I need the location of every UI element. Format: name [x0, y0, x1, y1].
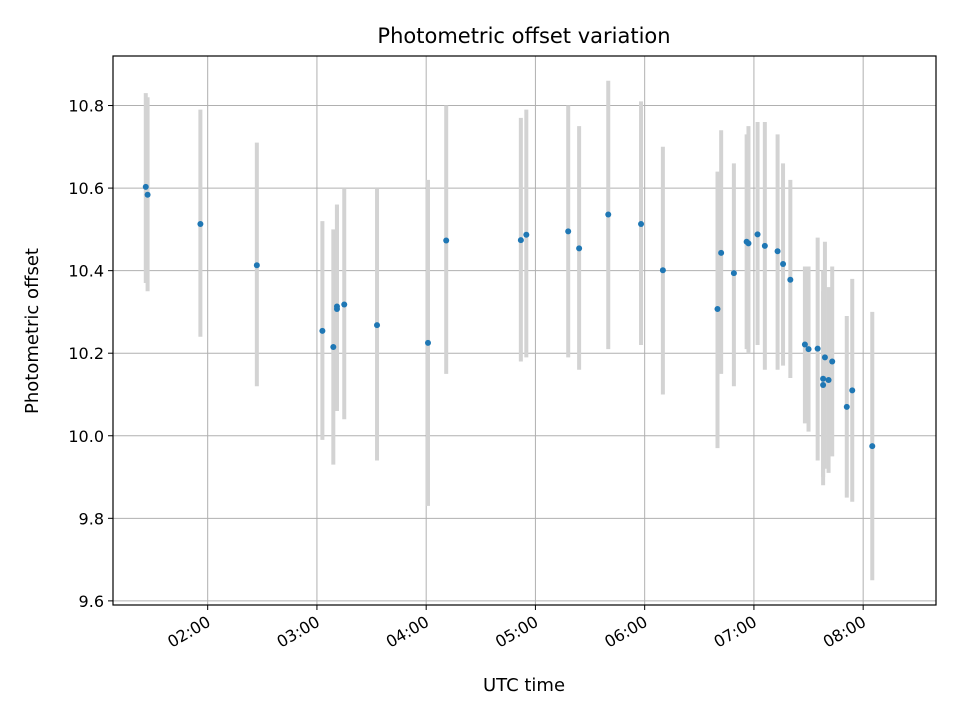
y-tick-label: 10.6 — [68, 179, 104, 198]
data-point — [605, 211, 612, 218]
y-axis: 9.6 9.8 10.0 10.2 10.4 10.6 10.8 — [68, 97, 113, 611]
data-point — [714, 306, 721, 313]
data-point — [253, 262, 260, 269]
x-axis-title: UTC time — [483, 675, 565, 696]
y-tick-label: 10.2 — [68, 344, 104, 363]
data-point — [820, 375, 827, 382]
data-point — [825, 377, 832, 384]
data-point — [821, 354, 828, 361]
data-point — [805, 346, 812, 353]
data-point — [754, 231, 761, 238]
data-points — [142, 183, 876, 450]
plot-frame — [112, 55, 937, 606]
data-point — [849, 387, 856, 394]
data-point — [144, 191, 151, 198]
data-point — [330, 344, 337, 351]
data-point — [869, 443, 876, 450]
data-point — [197, 221, 204, 228]
data-point — [820, 381, 827, 388]
data-point — [424, 339, 431, 346]
data-point — [341, 301, 348, 308]
data-point — [745, 240, 752, 247]
data-point — [142, 183, 149, 190]
y-tick-label: 9.6 — [79, 592, 104, 611]
data-point — [659, 267, 666, 274]
data-point — [374, 322, 381, 329]
data-point — [730, 270, 737, 277]
y-tick-label: 10.0 — [68, 427, 104, 446]
data-point — [761, 242, 768, 249]
data-point — [829, 358, 836, 365]
data-point — [638, 221, 645, 228]
chart-title: Photometric offset variation — [377, 24, 670, 48]
data-point — [319, 327, 326, 334]
data-point — [333, 303, 340, 310]
data-point — [801, 341, 808, 348]
y-tick-label: 9.8 — [79, 509, 104, 528]
y-axis-title: Photometric offset — [22, 248, 43, 414]
data-point — [517, 237, 524, 244]
data-point — [774, 248, 781, 255]
data-point — [576, 245, 583, 252]
data-point — [565, 228, 572, 235]
data-point — [814, 345, 821, 352]
data-point — [787, 276, 794, 283]
data-point — [780, 261, 787, 268]
y-tick-label: 10.4 — [68, 262, 104, 281]
data-point — [523, 231, 530, 238]
data-point — [443, 237, 450, 244]
data-point — [718, 249, 725, 256]
data-point — [843, 403, 850, 410]
y-tick-label: 10.8 — [68, 97, 104, 116]
